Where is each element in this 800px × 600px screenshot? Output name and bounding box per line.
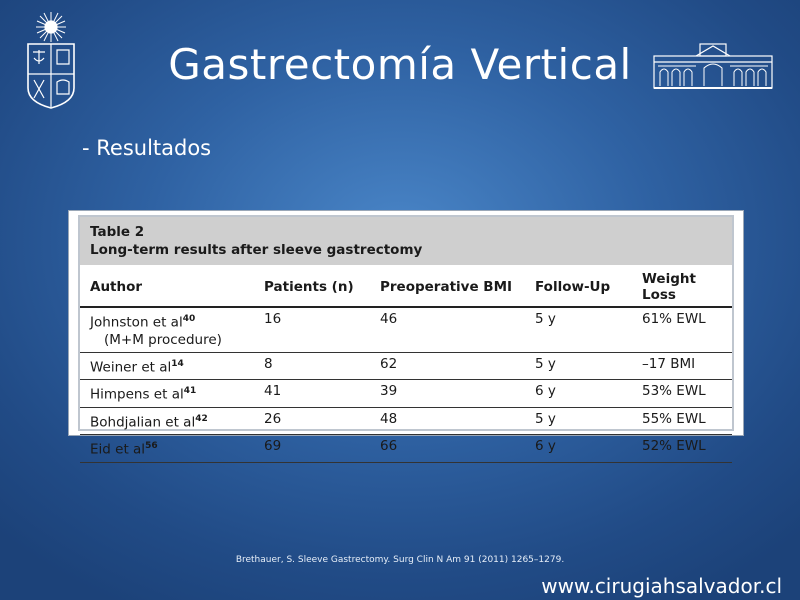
author-name: Himpens et al: [90, 386, 184, 403]
author-cell: Weiner et al14: [80, 352, 254, 380]
citation-text: Brethauer, S. Sleeve Gastrectomy. Surg C…: [235, 555, 565, 565]
table-row: Weiner et al14 8 62 5 y –17 BMI: [80, 352, 732, 380]
patients-cell: 8: [254, 352, 370, 380]
reference-number: 40: [182, 314, 196, 324]
reference-number: 41: [183, 386, 197, 396]
followup-cell: 6 y: [525, 379, 632, 408]
patients-cell: 26: [254, 407, 370, 435]
author-cell: Bohdjalian et al42: [80, 407, 254, 435]
table-row: Bohdjalian et al42 26 48 5 y 55% EWL: [80, 407, 732, 435]
weight-loss-cell: 53% EWL: [632, 379, 732, 408]
author-cell: Johnston et al40 (M+M procedure): [80, 307, 254, 353]
weight-loss-cell: –17 BMI: [632, 352, 732, 380]
slide-title: Gastrectomía Vertical: [168, 40, 632, 89]
table-row: Eid et al56 69 66 6 y 52% EWL: [80, 434, 732, 463]
weight-loss-cell: 55% EWL: [632, 407, 732, 435]
slide-subtitle: - Resultados: [82, 136, 212, 160]
author-cell: Eid et al56: [80, 434, 254, 463]
column-header: Patients (n): [254, 265, 370, 308]
followup-cell: 5 y: [525, 352, 632, 380]
bmi-cell: 46: [370, 307, 525, 353]
author-name: Johnston et al: [90, 314, 183, 331]
column-header: Author: [80, 265, 254, 308]
results-table: Table 2 Long-term results after sleeve g…: [78, 215, 734, 463]
table-row: Himpens et al41 41 39 6 y 53% EWL: [80, 379, 732, 408]
author-cell: Himpens et al41: [80, 379, 254, 408]
patients-cell: 41: [254, 379, 370, 408]
data-table: Author Patients (n) Preoperative BMI Fol…: [80, 265, 732, 463]
reference-number: 14: [171, 358, 184, 369]
weight-loss-cell: 61% EWL: [632, 307, 732, 353]
table-heading: Table 2 Long-term results after sleeve g…: [80, 217, 732, 265]
author-name: Eid et al: [90, 441, 146, 458]
table-label: Table 2: [90, 224, 145, 240]
bmi-cell: 39: [370, 379, 525, 408]
followup-cell: 6 y: [525, 434, 632, 463]
table-header-row: Author Patients (n) Preoperative BMI Fol…: [80, 265, 732, 308]
column-header: Follow-Up: [525, 265, 632, 308]
author-name: Weiner et al: [90, 359, 172, 375]
author-name: Bohdjalian et al: [90, 414, 196, 430]
hospital-building-icon: [652, 42, 774, 92]
followup-cell: 5 y: [525, 407, 632, 435]
website-link: www.cirugiahsalvador.cl: [541, 574, 782, 598]
reference-number: 42: [195, 413, 208, 424]
bmi-cell: 48: [370, 407, 525, 435]
bmi-cell: 62: [370, 352, 525, 380]
followup-cell: 5 y: [525, 307, 632, 353]
table-row: Johnston et al40 (M+M procedure) 16 46 5…: [80, 307, 732, 353]
patients-cell: 16: [254, 307, 370, 353]
author-note: (M+M procedure): [104, 331, 222, 348]
patients-cell: 69: [254, 434, 370, 463]
column-header: Weight Loss: [632, 265, 732, 308]
bmi-cell: 66: [370, 434, 525, 463]
university-crest-icon: [22, 10, 80, 110]
column-header: Preoperative BMI: [370, 265, 525, 308]
results-table-frame: Table 2 Long-term results after sleeve g…: [68, 210, 744, 463]
table-caption: Long-term results after sleeve gastrecto…: [90, 242, 423, 258]
reference-number: 56: [145, 441, 158, 451]
weight-loss-cell: 52% EWL: [632, 434, 732, 463]
